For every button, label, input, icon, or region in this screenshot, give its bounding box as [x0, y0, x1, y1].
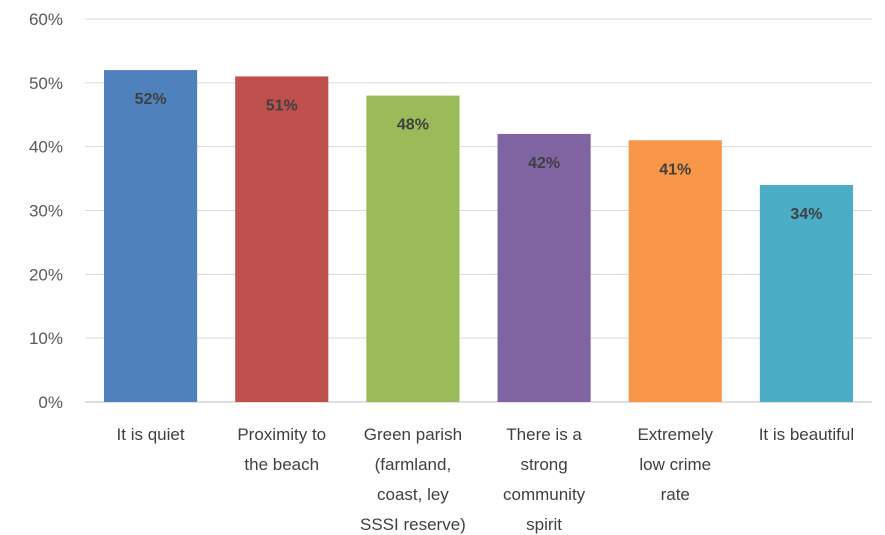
y-tick-label: 30% [29, 202, 63, 221]
category-label-line: SSSI reserve) [360, 515, 466, 534]
category-label-line: spirit [526, 515, 562, 534]
data-label: 48% [397, 117, 429, 134]
bar-1 [104, 70, 198, 403]
category-label: It is quiet [117, 425, 185, 444]
category-label-line: rate [661, 485, 690, 504]
data-label: 51% [266, 97, 298, 114]
category-label-line: Extremely [637, 425, 713, 444]
y-tick-label: 10% [29, 329, 63, 348]
x-axis-category-labels: It is quiet Proximity to the beach Green pa… [117, 425, 855, 534]
y-tick-label: 40% [29, 138, 63, 157]
data-labels: 52% 51% 48% 42% 41% 34% [135, 91, 823, 223]
category-label-line: strong [520, 455, 567, 474]
category-label-line: (farmland, [375, 455, 452, 474]
category-label-line: It is beautiful [759, 425, 854, 444]
category-label-line: the beach [244, 455, 319, 474]
category-label-line: Proximity to [237, 425, 326, 444]
bar-4 [497, 133, 591, 402]
gridlines [85, 18, 872, 403]
data-label: 52% [135, 91, 167, 108]
y-axis-tick-labels: 0% 10% 20% 30% 40% 50% 60% [29, 10, 63, 412]
data-label: 41% [659, 161, 691, 178]
bars [104, 70, 853, 403]
bar-3 [366, 95, 460, 402]
category-label-line: There is a [506, 425, 582, 444]
category-label: It is beautiful [759, 425, 854, 444]
bar-6 [759, 184, 853, 402]
data-label: 34% [790, 206, 822, 223]
data-label: 42% [528, 155, 560, 172]
category-label: Proximity to the beach [237, 425, 326, 474]
y-tick-label: 50% [29, 74, 63, 93]
category-label: There is a strong community spirit [503, 425, 586, 534]
category-label-line: community [503, 485, 586, 504]
category-label-line: low crime [639, 455, 711, 474]
y-tick-label: 0% [38, 393, 63, 412]
category-label: Extremely low crime rate [637, 425, 713, 504]
y-tick-label: 60% [29, 10, 63, 29]
bar-5 [628, 140, 722, 403]
category-label-line: Green parish [364, 425, 462, 444]
bar-2 [235, 76, 329, 402]
category-label-line: It is quiet [117, 425, 185, 444]
category-label-line: coast, ley [377, 485, 449, 504]
y-tick-label: 20% [29, 265, 63, 284]
category-label: Green parish (farmland, coast, ley SSSI res… [360, 425, 466, 534]
